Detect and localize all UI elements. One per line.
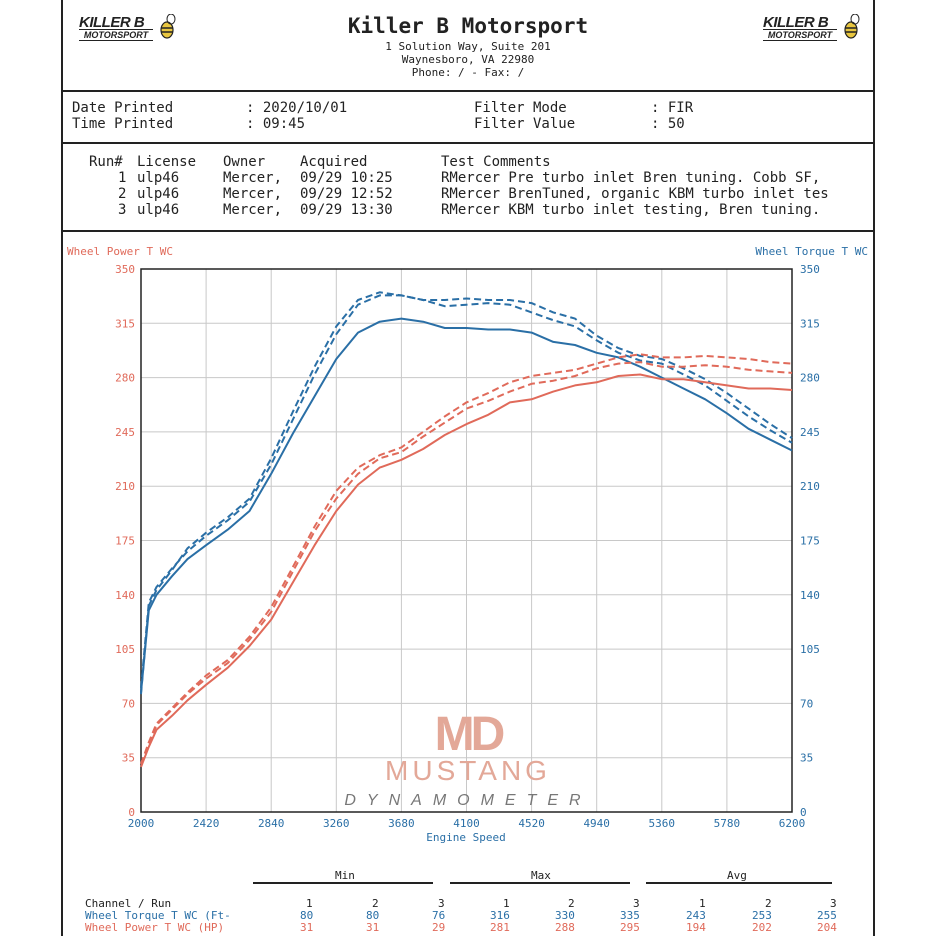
y-tick-label-left: 105 (115, 643, 135, 656)
x-tick-label: 4940 (583, 817, 610, 830)
watermark-line-2: DYNAMOMETER (344, 792, 591, 809)
x-axis-label: Engine Speed (426, 831, 505, 844)
x-tick-label: 3260 (323, 817, 350, 830)
y-tick-label-right: 105 (800, 643, 820, 656)
y-tick-label-left: 245 (115, 426, 135, 439)
y-axis-label-left: Wheel Power T WC (67, 245, 173, 258)
x-tick-label: 2420 (193, 817, 220, 830)
x-tick-label: 2000 (128, 817, 155, 830)
mustang-dyno-watermark: MD MUSTANG DYNAMOMETER (344, 708, 591, 809)
y-tick-label-right: 0 (800, 806, 807, 819)
series-group (140, 291, 793, 768)
table-row-run: 3 (118, 202, 127, 218)
y-tick-label-right: 280 (800, 372, 820, 385)
time-value: : 09:45 (246, 116, 306, 132)
y-tick-label-left: 35 (122, 752, 135, 765)
y-tick-label-right: 245 (800, 426, 820, 439)
x-tick-label: 3680 (388, 817, 415, 830)
logo-right: KILLER B MOTORSPORT (763, 14, 863, 54)
table-row-acquired: 09/29 10:25 (300, 170, 393, 186)
y-tick-label-left: 210 (115, 480, 135, 493)
power-run-3-line (140, 353, 793, 765)
table-row-license: ulp46 (137, 170, 180, 186)
table-row-comment: RMercer Pre turbo inlet Bren tuning. Cob… (441, 170, 821, 186)
dyno-sheet: KILLER B MOTORSPORT Killer B Motorsport … (61, 0, 875, 936)
plot-area: 2000 2420 2840 3260 3680 4100 4520 4940 5360 5780… (115, 263, 820, 830)
table-row-run: 1 (118, 170, 127, 186)
report-header: KILLER B MOTORSPORT Killer B Motorsport … (63, 0, 873, 92)
filter-mode-value: : FIR (651, 100, 694, 116)
date-label: Date Printed (72, 100, 174, 116)
y-tick-label-right: 210 (800, 480, 820, 493)
y-tick-label-left: 350 (115, 263, 135, 276)
power-run-1-line (140, 373, 793, 768)
table-row-comment: RMercer KBM turbo inlet testing, Bren tu… (441, 202, 821, 218)
x-tick-label: 4100 (453, 817, 480, 830)
filter-mode-label: Filter Mode (474, 100, 567, 116)
table-row-owner: Mercer, (223, 170, 283, 186)
torque-run-2-line (140, 294, 793, 688)
y-tick-label-right: 35 (800, 752, 813, 765)
address-line-1: 1 Solution Way, Suite 201 (385, 40, 551, 53)
torque-run-3-line (140, 291, 793, 695)
y-tick-label-right: 175 (800, 535, 820, 548)
filter-value-value: : 50 (651, 116, 685, 132)
date-value: : 2020/10/01 (246, 100, 348, 116)
license-header: License (137, 154, 197, 170)
owner-header: Owner (223, 154, 266, 170)
logo-left: KILLER B MOTORSPORT (79, 14, 179, 54)
watermark-line-1: MUSTANG (385, 755, 551, 786)
torque-run-1-line (140, 317, 793, 693)
x-tick-label: 5360 (649, 817, 676, 830)
run-table: Run# License Owner Acquired Test Comment… (63, 144, 873, 232)
phone-line: Phone: / - Fax: / (411, 66, 525, 79)
x-tick-label: 2840 (258, 817, 285, 830)
company-name: Killer B Motorsport (347, 14, 589, 38)
x-tick-label: 4520 (518, 817, 545, 830)
comments-header: Test Comments (441, 154, 551, 170)
table-row-owner: Mercer, (223, 202, 283, 218)
y-tick-label-right: 350 (800, 263, 820, 276)
y-tick-label-right: 70 (800, 697, 813, 710)
y-tick-label-left: 140 (115, 589, 135, 602)
table-row-acquired: 09/29 12:52 (300, 186, 393, 202)
acquired-header: Acquired (300, 154, 368, 170)
y-tick-label-left: 280 (115, 372, 135, 385)
table-row-owner: Mercer, (223, 186, 283, 202)
bee-icon (844, 14, 860, 39)
y-tick-label-left: 70 (122, 697, 135, 710)
table-row-license: ulp46 (137, 202, 180, 218)
table-row-acquired: 09/29 13:30 (300, 202, 393, 218)
filter-value-label: Filter Value (474, 116, 576, 132)
y-tick-label-right: 315 (800, 317, 820, 330)
table-row-run: 2 (118, 186, 127, 202)
x-tick-label: 5780 (714, 817, 741, 830)
watermark-mark: MD (435, 708, 504, 761)
plot-frame (140, 268, 793, 813)
x-tick-label: 6200 (779, 817, 806, 830)
y-axis-label-right: Wheel Torque T WC (755, 245, 868, 258)
y-tick-label-left: 0 (128, 806, 135, 819)
table-row-comment: RMercer BrenTuned, organic KBM turbo inl… (441, 186, 829, 202)
y-tick-label-right: 140 (800, 589, 820, 602)
y-tick-label-left: 315 (115, 317, 135, 330)
y-tick-label-left: 175 (115, 535, 135, 548)
address-line-2: Waynesboro, VA 22980 (401, 53, 535, 66)
run-header: Run# (89, 154, 123, 170)
time-label: Time Printed (72, 116, 174, 132)
table-row-license: ulp46 (137, 186, 180, 202)
bee-icon (160, 14, 176, 39)
print-info: Date Printed : 2020/10/01 Time Printed :… (63, 92, 873, 144)
